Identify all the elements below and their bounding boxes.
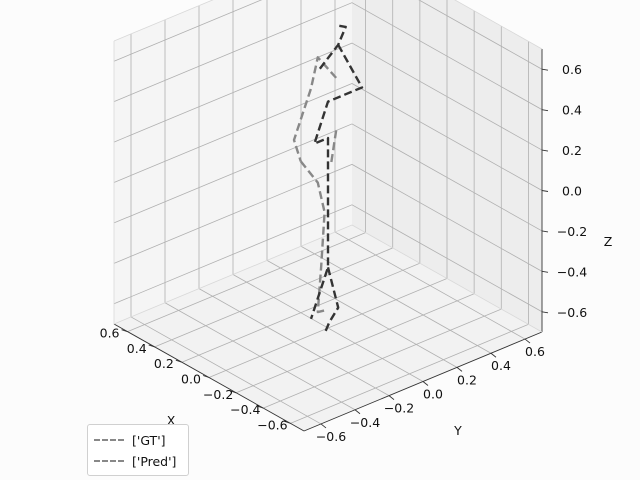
y-tick-label-5: 0.4 — [491, 358, 511, 373]
gridline-z-2 — [113, 123, 543, 232]
z-tick-label-1: −0.4 — [557, 264, 587, 279]
legend-label-pred: ['Pred'] — [132, 453, 177, 469]
z-tick-label-4: 0.2 — [562, 143, 582, 158]
z-tick-mark-4 — [541, 149, 549, 152]
x-tick-label-6: 0.6 — [100, 326, 120, 341]
gridline-z-3 — [113, 83, 543, 191]
z-tick-mark-1 — [541, 270, 549, 273]
z-tick-label-2: −0.2 — [557, 224, 587, 239]
pane-edge-3 — [113, 224, 353, 325]
y-tick-label-1: −0.4 — [350, 415, 380, 430]
y-tick-mark-4 — [456, 367, 463, 372]
x-tick-mark-6 — [121, 329, 128, 333]
z-tick-label-0: −0.6 — [557, 305, 587, 320]
y-axis-label: Y — [453, 423, 462, 438]
legend-swatch-pred — [94, 460, 124, 462]
y-tick-label-2: −0.2 — [384, 401, 414, 416]
y-tick-label-0: −0.6 — [316, 429, 346, 444]
x-tick-mark-4 — [175, 359, 182, 363]
y-tick-mark-3 — [422, 381, 429, 386]
pane-edge-2 — [454, 0, 543, 50]
z-tick-mark-6 — [541, 68, 549, 71]
z-tick-mark-5 — [541, 109, 549, 112]
series-gt-line-0 — [318, 24, 347, 70]
x-tick-label-2: −0.2 — [203, 387, 233, 402]
series-gt-line-1 — [309, 44, 364, 320]
y-tick-mark-0 — [320, 423, 327, 429]
y-tick-label-3: 0.0 — [423, 387, 443, 402]
series-pred-line-2 — [299, 160, 326, 314]
x-tick-mark-1 — [257, 405, 264, 409]
tick-labels: −0.6−0.6−0.6−0.4−0.4−0.4−0.2−0.2−0.20.00… — [100, 62, 588, 444]
data-series — [292, 24, 364, 334]
x-tick-label-5: 0.4 — [127, 341, 147, 356]
gridline-z-4 — [113, 42, 543, 151]
gridline-z-0 — [113, 204, 543, 313]
z-tick-mark-0 — [541, 311, 549, 314]
legend-entry-gt: ['GT'] — [94, 430, 166, 450]
legend-label-gt: ['GT'] — [132, 432, 166, 448]
y-tick-mark-6 — [524, 338, 531, 344]
legend-entry-pred: ['Pred'] — [94, 451, 176, 471]
x-tick-label-0: −0.6 — [257, 417, 287, 432]
legend-swatch-gt — [94, 439, 124, 441]
y-tick-label-4: 0.2 — [457, 372, 477, 387]
x-tick-mark-5 — [148, 344, 155, 348]
z-axis-label: Z — [604, 234, 613, 249]
z-tick-label-3: 0.0 — [562, 184, 582, 199]
pane-edge-4 — [351, 224, 543, 333]
x-tick-mark-3 — [202, 375, 210, 378]
legend: ['GT'] ['Pred'] — [87, 424, 189, 476]
gridline-z-1 — [113, 163, 543, 272]
z-tick-mark-2 — [541, 230, 549, 233]
x-tick-label-3: 0.0 — [181, 372, 201, 387]
series-pred-line-1 — [330, 130, 338, 163]
y-tick-mark-2 — [388, 395, 395, 400]
x-tick-mark-2 — [230, 390, 237, 394]
gridline-z-5 — [113, 2, 543, 110]
axis-lines — [113, 0, 549, 432]
z-tick-label-5: 0.4 — [562, 103, 582, 118]
x-tick-mark-0 — [284, 420, 291, 424]
y-tick-mark-1 — [354, 409, 361, 415]
z-tick-mark-3 — [541, 190, 549, 192]
y-tick-mark-5 — [490, 352, 497, 358]
z-tick-label-6: 0.6 — [562, 62, 582, 77]
x-tick-label-1: −0.4 — [230, 402, 260, 417]
y-tick-label-6: 0.6 — [525, 344, 545, 359]
series-gt-line-2 — [323, 267, 340, 334]
pane-edge-1 — [113, 0, 214, 42]
gridline-z-6 — [113, 0, 543, 70]
x-tick-label-4: 0.2 — [154, 356, 174, 371]
x-axis-label: X — [167, 413, 176, 428]
